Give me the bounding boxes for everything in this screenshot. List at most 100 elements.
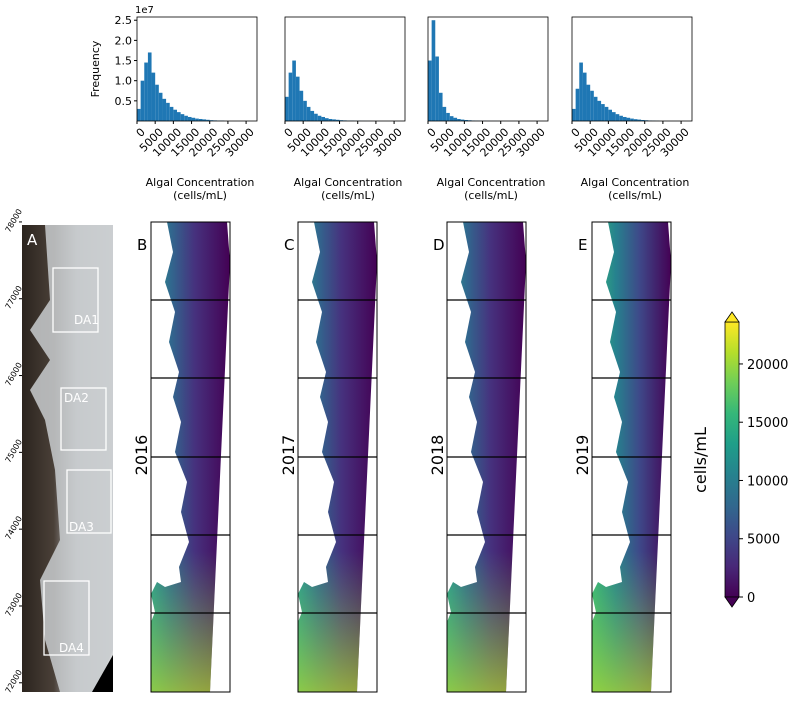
study-area-box [66,469,112,534]
panel-letter: E [578,236,587,254]
histogram-bar [295,76,300,121]
x-axis-label-line: Algal Concentration [146,176,255,189]
histogram-bar [144,62,148,121]
colorbar-extend-bottom [724,596,740,608]
histogram-bar [158,92,163,121]
y-tick-label: 1.0 [115,75,133,88]
histogram-bar [633,119,638,121]
histogram-bar [626,117,631,121]
histogram-bar [306,106,311,121]
histogram-bar [435,56,439,121]
histogram-bar [303,100,307,121]
ice-sheet [30,225,113,692]
histogram-bar [147,52,152,121]
y-tick-label: 2.0 [115,34,133,47]
study-area-box [52,267,99,333]
histogram-bar [314,113,318,121]
histogram-bar [457,118,461,121]
histogram-bar [460,119,465,121]
histogram-bar [162,98,167,121]
axes-frame [284,16,406,122]
study-area-box [43,580,90,656]
histogram-bar [155,84,159,121]
colorbar-tick-label: 15000 [747,416,788,431]
histogram-bar [579,62,583,121]
histogram-bar [339,120,344,121]
x-axis-label: Algal Concentration (cells/mL) [294,176,403,202]
histogram-bar [464,119,468,121]
image-corner [92,655,113,692]
histogram-bar [438,92,443,121]
histogram-bar [191,117,196,121]
histogram-bar [572,108,576,121]
histogram-bar [335,119,340,121]
histogram-bar [317,115,322,121]
histogram-bar [299,90,304,121]
year-label: 2016 [132,435,151,476]
x-axis-label-line: (cells/mL) [464,189,518,202]
colorbar [724,321,740,598]
histogram-bar [442,106,447,121]
histogram-bar [285,96,289,121]
axes-frame [571,16,693,122]
panel-letter: D [433,236,445,254]
histogram-bar [184,115,188,121]
map-y-tick-label: 77000 [4,284,25,311]
map-y-tick-label: 73000 [4,591,25,618]
histogram-bar [615,114,620,121]
x-axis-label: Algal Concentration (cells/mL) [581,176,690,202]
map-y-tick-label: 72000 [4,668,25,695]
histogram-bar [325,118,329,121]
histogram-bar [446,112,450,121]
x-axis-label: Algal Concentration (cells/mL) [437,176,546,202]
histogram-bar [637,119,642,121]
panel-letter: B [137,236,147,254]
histogram-bar [137,108,141,121]
study-area-label: DA1 [74,313,99,327]
colorbar-extend-top [724,311,740,323]
histogram-bar [209,120,214,121]
histogram-bar [169,106,174,121]
histogram-bar [449,116,454,121]
histogram-bar [641,119,645,121]
x-axis-label-line: Algal Concentration [581,176,690,189]
histogram-bar [332,119,336,121]
colorbar-tick-label: 5000 [747,533,780,548]
histogram-bar [288,72,293,121]
map-y-tick-label: 74000 [4,515,25,542]
histogram-bar [597,100,602,121]
histogram-bar [292,60,296,121]
study-area-label: DA3 [69,520,94,534]
histogram-bar [630,118,634,121]
histogram-bar [195,118,199,121]
x-axis-label-line: (cells/mL) [321,189,375,202]
histogram-bar [431,20,436,121]
y-axis-label: Frequency [89,40,102,97]
year-label: 2019 [573,435,592,476]
panel-letter: A [27,231,38,249]
histogram-bar [206,119,210,121]
panel-letter: C [284,236,294,254]
x-axis-label: Algal Concentration (cells/mL) [146,176,255,202]
histogram-bar [428,60,432,121]
y-tick-label: 0.5 [115,95,133,108]
histogram-bar [140,80,145,121]
colorbar-tick-label: 0 [747,591,755,606]
colorbar-tick-label: 10000 [747,474,788,489]
histogram-bar [180,114,185,121]
study-area-label: DA4 [59,641,84,655]
histogram-bar [593,96,598,121]
histogram-bar [198,118,203,121]
histogram-bar [622,116,627,121]
histogram-bar [321,116,325,121]
histogram-bar [590,90,594,121]
histogram-bar [187,116,192,121]
histogram-bar [173,109,177,121]
histogram-bar [619,115,623,121]
x-axis-label-line: (cells/mL) [173,189,227,202]
histogram-bar [604,106,609,121]
study-area-box [60,387,107,451]
x-axis-label-line: (cells/mL) [608,189,662,202]
colorbar-label: cells/mL [691,427,710,493]
